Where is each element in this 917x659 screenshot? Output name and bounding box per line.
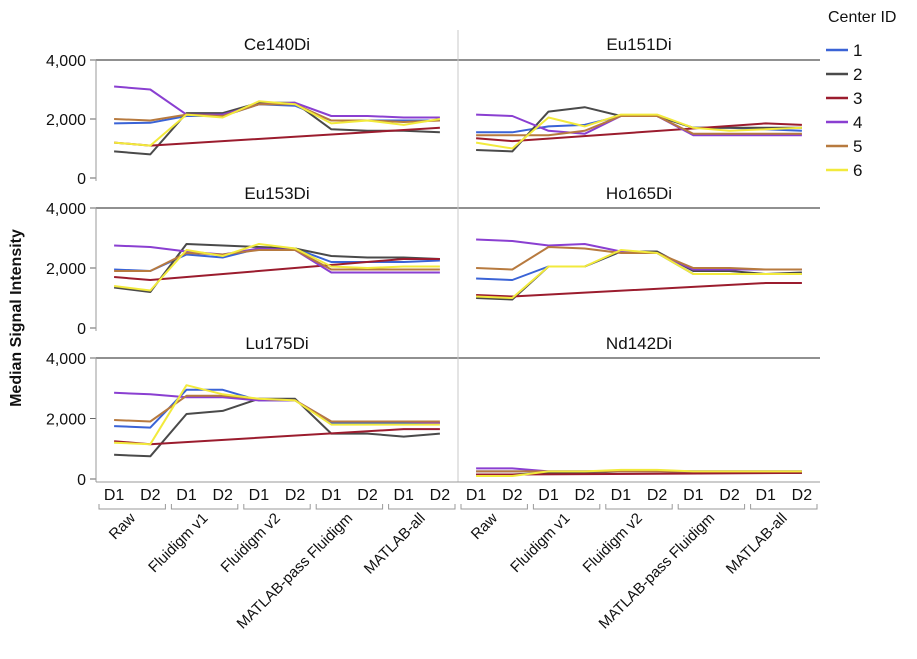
x-tick-label: D1 [466, 487, 487, 504]
group-label: MATLAB-all [723, 510, 791, 578]
series-line-6 [114, 100, 441, 147]
y-tick-label: 4,000 [46, 201, 86, 218]
x-tick-label: D1 [249, 487, 270, 504]
group-bracket [315, 504, 384, 510]
x-tick-label: D2 [140, 487, 161, 504]
series-line-2 [114, 101, 440, 156]
panel-title: Nd142Di [606, 334, 672, 353]
series-line-6 [113, 243, 440, 292]
series-line-5 [476, 115, 802, 137]
legend-label-1: 1 [853, 41, 862, 60]
panel-eu151di: Eu151Di [458, 35, 820, 153]
series-line-2 [114, 397, 440, 458]
group-bracket [388, 504, 456, 510]
panel-nd142di: Nd142Di [458, 334, 820, 477]
series-line-3 [476, 122, 802, 143]
group-label: Fluidigm v2 [580, 510, 646, 576]
x-tick-label: D1 [393, 487, 414, 504]
series-line-6 [476, 468, 802, 477]
x-tick-label: D1 [176, 487, 197, 504]
group-label: Fluidigm v1 [145, 510, 211, 576]
y-tick-label: 0 [77, 321, 86, 338]
series-line-4 [476, 238, 802, 271]
y-tick-label: 0 [77, 472, 86, 489]
y-tick-label: 0 [77, 171, 86, 188]
series-line-4 [114, 391, 440, 424]
group-bracket [98, 504, 166, 510]
y-axis-label: Median Signal Intensity [8, 229, 25, 407]
x-tick-label: D1 [611, 487, 632, 504]
series-line-5 [114, 103, 440, 123]
panel-title: Eu151Di [606, 35, 671, 54]
panel-lu175di: Lu175Di 0 2,000 4,000 [46, 334, 458, 489]
series-line-3 [114, 258, 440, 281]
group-label: Raw [106, 510, 139, 543]
panel-title: Lu175Di [245, 334, 308, 353]
y-tick-label: 2,000 [46, 261, 86, 278]
x-tick-label: D2 [357, 487, 378, 504]
series-line-3 [476, 282, 802, 298]
panel-title: Ce140Di [244, 35, 310, 54]
group-label: MATLAB-pass Fluidigm [596, 510, 719, 633]
group-label: MATLAB-pass Fluidigm [234, 510, 357, 633]
group-bracket [750, 504, 818, 510]
y-tick-label: 2,000 [46, 412, 86, 429]
x-tick-label: D1 [538, 487, 559, 504]
legend-label-4: 4 [853, 113, 862, 132]
series-line-5 [476, 246, 802, 271]
series-line-6 [476, 249, 802, 299]
series-line-1 [476, 250, 802, 281]
series-line-5 [114, 249, 440, 272]
legend: Center ID 1 2 3 4 5 6 [826, 9, 896, 180]
series-line-6 [475, 113, 802, 150]
legend-label-3: 3 [853, 89, 862, 108]
x-tick-label: D2 [502, 487, 523, 504]
x-tick-label: D1 [104, 487, 125, 504]
y-tick-label: 2,000 [46, 112, 86, 129]
legend-title: Center ID [828, 9, 896, 26]
series-line-6 [114, 384, 440, 446]
x-tick-label: D2 [212, 487, 233, 504]
y-tick-label: 4,000 [46, 53, 86, 70]
legend-label-2: 2 [853, 65, 862, 84]
x-tick-label: D1 [683, 487, 704, 504]
x-tick-label: D1 [755, 487, 776, 504]
series-line-3 [476, 471, 802, 476]
group-bracket [605, 504, 673, 510]
series-line-2 [113, 243, 440, 293]
panel-title: Eu153Di [244, 184, 309, 203]
y-tick-label: 4,000 [46, 351, 86, 368]
group-bracket [532, 504, 601, 510]
panel-ce140di: Ce140Di 0 2,000 4,000 [46, 35, 458, 188]
group-label: Fluidigm v2 [218, 510, 284, 576]
group-bracket [243, 504, 311, 510]
group-bracket [460, 504, 528, 510]
x-tick-label: D2 [574, 487, 595, 504]
x-tick-label: D2 [285, 487, 306, 504]
x-tick-label: D1 [321, 487, 342, 504]
group-bracket [170, 504, 239, 510]
x-tick-label: D2 [430, 487, 451, 504]
group-label: Fluidigm v1 [507, 510, 573, 576]
group-bracket [677, 504, 746, 510]
panels-layer: Ce140Di 0 2,000 4,000 Eu151Di Eu153Di 0 2,000 4,… [46, 35, 820, 489]
group-label: MATLAB-all [361, 510, 429, 578]
x-tick-label: D2 [719, 487, 740, 504]
legend-label-6: 6 [853, 161, 862, 180]
x-tick-label: D2 [647, 487, 668, 504]
legend-label-5: 5 [853, 137, 862, 156]
panel-ho165di: Ho165Di [458, 184, 820, 301]
x-tick-label: D2 [792, 487, 813, 504]
panel-title: Ho165Di [606, 184, 672, 203]
panel-eu153di: Eu153Di 0 2,000 4,000 [46, 184, 458, 338]
series-line-3 [114, 126, 440, 147]
group-label: Raw [468, 510, 501, 543]
